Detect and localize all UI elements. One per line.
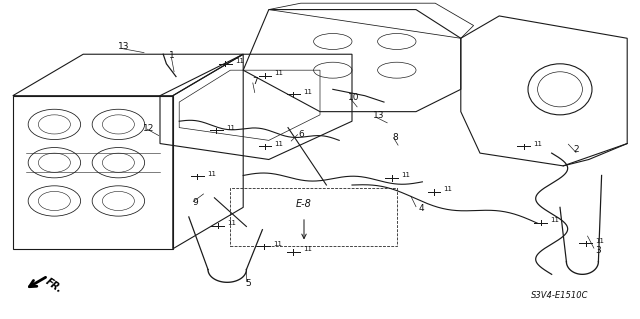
Text: 9: 9 <box>193 198 198 207</box>
Text: 11: 11 <box>207 171 216 176</box>
Text: 2: 2 <box>573 145 579 154</box>
Text: 11: 11 <box>275 70 284 76</box>
Text: 6: 6 <box>298 130 303 139</box>
Text: FR.: FR. <box>44 276 64 295</box>
Text: 7: 7 <box>252 77 257 86</box>
Text: 11: 11 <box>226 125 235 130</box>
Text: 13: 13 <box>373 111 385 120</box>
Text: 4: 4 <box>419 204 424 213</box>
Text: 5: 5 <box>246 279 251 288</box>
Text: 11: 11 <box>227 220 236 226</box>
Text: 11: 11 <box>235 58 244 64</box>
Text: 11: 11 <box>444 187 452 192</box>
Text: 12: 12 <box>143 124 155 133</box>
Text: 11: 11 <box>303 247 312 252</box>
Text: 11: 11 <box>401 173 410 178</box>
Text: 11: 11 <box>550 217 559 223</box>
Text: 11: 11 <box>275 141 284 146</box>
Text: S3V4-E1510C: S3V4-E1510C <box>531 291 589 300</box>
Text: 10: 10 <box>348 93 359 102</box>
Text: 13: 13 <box>118 42 129 51</box>
Text: 11: 11 <box>533 141 542 146</box>
Text: 8: 8 <box>393 133 398 142</box>
Text: 11: 11 <box>303 89 312 94</box>
Text: 11: 11 <box>595 238 604 243</box>
Text: 11: 11 <box>273 241 282 247</box>
Text: E-8: E-8 <box>296 199 312 209</box>
Text: 3: 3 <box>596 246 601 255</box>
Text: 1: 1 <box>169 51 174 60</box>
